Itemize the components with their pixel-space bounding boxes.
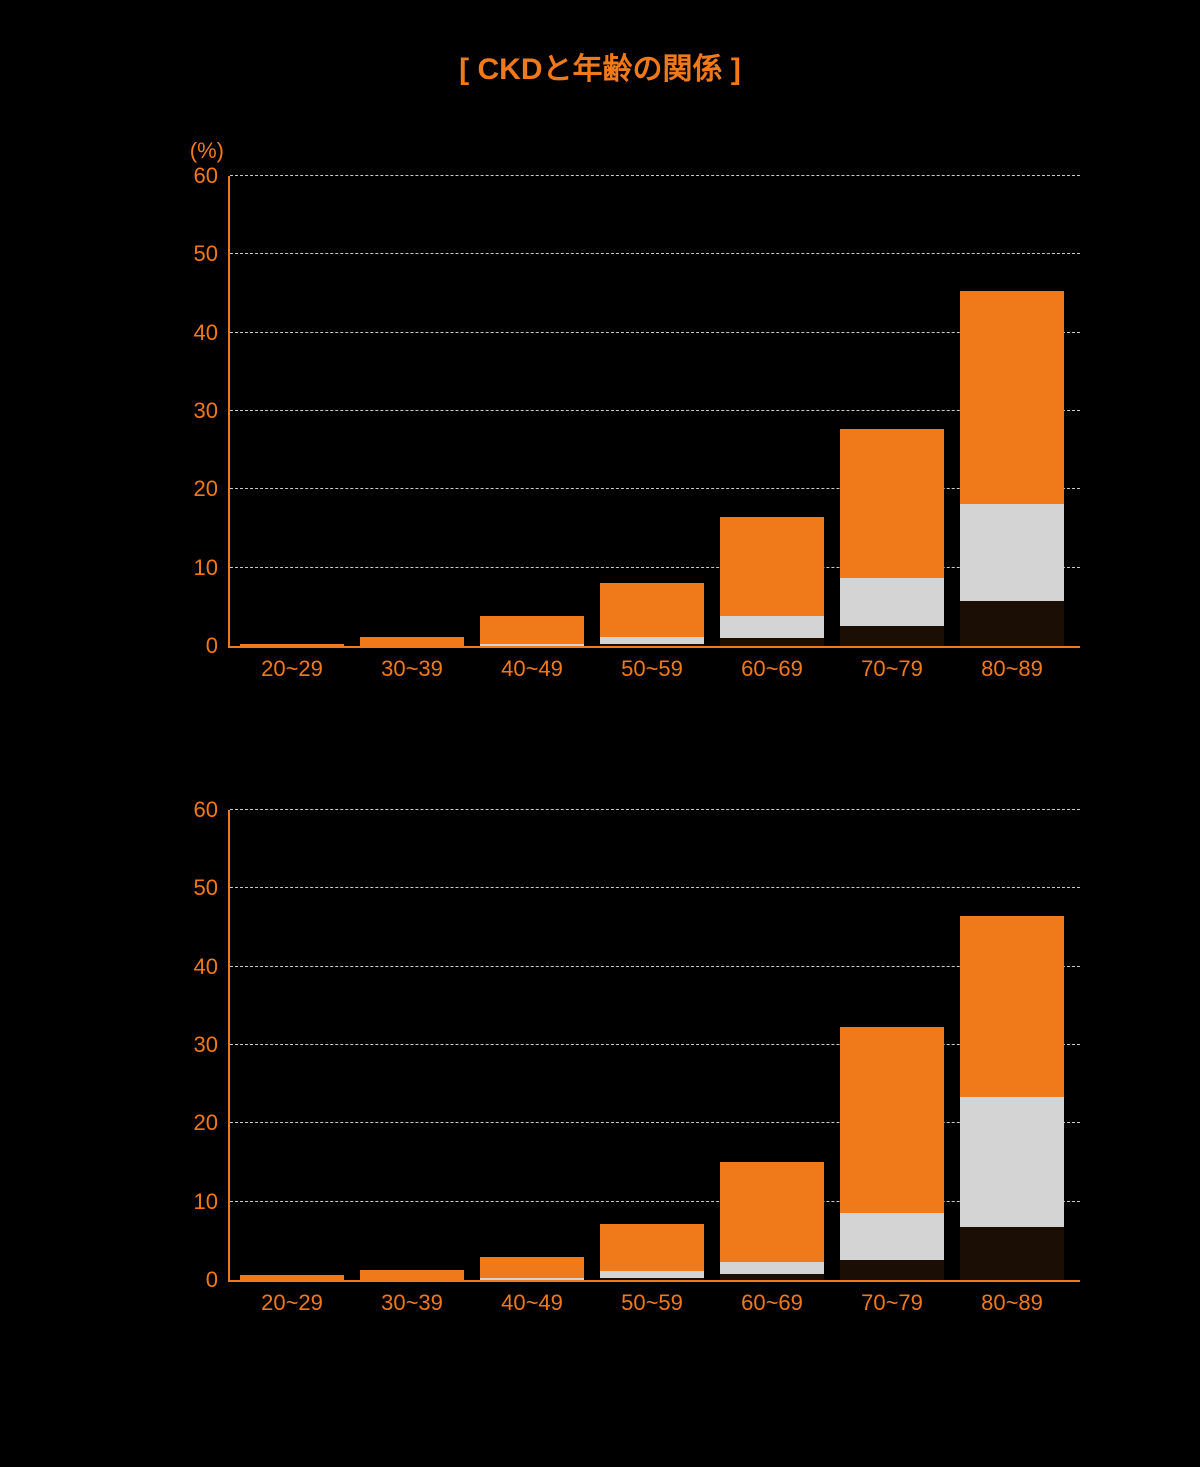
bar-group — [600, 583, 704, 646]
bar-group — [360, 637, 464, 646]
x-tick-label: 80~89 — [981, 1280, 1043, 1316]
bar-group — [600, 1224, 704, 1280]
bar-segment-light — [840, 1213, 944, 1260]
bar-group — [720, 517, 824, 646]
bar-segment-orange — [720, 517, 824, 616]
gridline — [230, 175, 1080, 176]
y-tick-label: 60 — [194, 797, 230, 823]
bar-segment-dark — [840, 1260, 944, 1280]
x-tick-label: 60~69 — [741, 646, 803, 682]
bar-group — [960, 916, 1064, 1280]
bar-segment-orange — [600, 1224, 704, 1271]
y-tick-label: 10 — [194, 555, 230, 581]
x-tick-label: 60~69 — [741, 1280, 803, 1316]
gridline — [230, 488, 1080, 489]
y-tick-label: 30 — [194, 1032, 230, 1058]
y-tick-label: 0 — [206, 1267, 230, 1293]
gridline — [230, 567, 1080, 568]
x-tick-label: 20~29 — [261, 1280, 323, 1316]
bar-segment-light — [960, 504, 1064, 600]
y-tick-label: 40 — [194, 320, 230, 346]
bar-segment-dark — [960, 1227, 1064, 1280]
y-tick-label: 50 — [194, 875, 230, 901]
bar-segment-orange — [360, 637, 464, 646]
x-tick-label: 70~79 — [861, 646, 923, 682]
bar-segment-dark — [720, 638, 824, 646]
x-tick-label: 50~59 — [621, 1280, 683, 1316]
bar-segment-orange — [840, 429, 944, 578]
y-tick-label: 20 — [194, 1110, 230, 1136]
x-tick-label: 50~59 — [621, 646, 683, 682]
bar-segment-light — [600, 1271, 704, 1278]
bar-group — [840, 1027, 944, 1280]
x-tick-label: 40~49 — [501, 646, 563, 682]
bar-group — [720, 1162, 824, 1280]
y-tick-label: 50 — [194, 241, 230, 267]
bar-group — [360, 1270, 464, 1280]
bar-segment-orange — [480, 616, 584, 644]
bar-segment-orange — [360, 1270, 464, 1280]
bar-segment-dark — [840, 626, 944, 646]
bar-segment-orange — [600, 583, 704, 636]
page-root: [ CKDと年齢の関係 ] 0102030405060(%)20~2930~39… — [0, 0, 1200, 1467]
gridline — [230, 1201, 1080, 1202]
x-tick-label: 80~89 — [981, 646, 1043, 682]
gridline — [230, 1044, 1080, 1045]
y-tick-label: 20 — [194, 476, 230, 502]
gridline — [230, 966, 1080, 967]
bar-segment-orange — [960, 916, 1064, 1098]
x-tick-label: 30~39 — [381, 646, 443, 682]
x-tick-label: 70~79 — [861, 1280, 923, 1316]
x-tick-label: 30~39 — [381, 1280, 443, 1316]
bar-segment-orange — [720, 1162, 824, 1262]
gridline — [230, 809, 1080, 810]
x-tick-label: 40~49 — [501, 1280, 563, 1316]
bar-segment-light — [720, 1262, 824, 1274]
y-tick-label: 40 — [194, 954, 230, 980]
bar-segment-orange — [840, 1027, 944, 1213]
y-unit-label: (%) — [190, 138, 230, 164]
bar-group — [960, 291, 1064, 646]
bar-segment-light — [600, 637, 704, 644]
chart-bottom: 010203040506020~2930~3940~4950~5960~6970… — [228, 810, 1078, 1280]
plot-area: 0102030405060(%)20~2930~3940~4950~5960~6… — [228, 176, 1080, 648]
y-tick-label: 0 — [206, 633, 230, 659]
gridline — [230, 332, 1080, 333]
y-tick-label: 30 — [194, 398, 230, 424]
bar-group — [480, 616, 584, 646]
bar-group — [480, 1257, 584, 1281]
gridline — [230, 253, 1080, 254]
bar-segment-light — [960, 1097, 1064, 1226]
chart-top: 0102030405060(%)20~2930~3940~4950~5960~6… — [228, 176, 1078, 646]
x-tick-label: 20~29 — [261, 646, 323, 682]
bar-group — [840, 429, 944, 646]
plot-area: 010203040506020~2930~3940~4950~5960~6970… — [228, 810, 1080, 1282]
gridline — [230, 887, 1080, 888]
chart-title: [ CKDと年齢の関係 ] — [0, 44, 1200, 88]
bar-segment-light — [840, 578, 944, 627]
bar-segment-orange — [960, 291, 1064, 504]
gridline — [230, 1122, 1080, 1123]
y-tick-label: 60 — [194, 163, 230, 189]
gridline — [230, 410, 1080, 411]
bar-segment-dark — [960, 601, 1064, 646]
bar-segment-light — [720, 616, 824, 638]
bar-segment-orange — [480, 1257, 584, 1279]
y-tick-label: 10 — [194, 1189, 230, 1215]
